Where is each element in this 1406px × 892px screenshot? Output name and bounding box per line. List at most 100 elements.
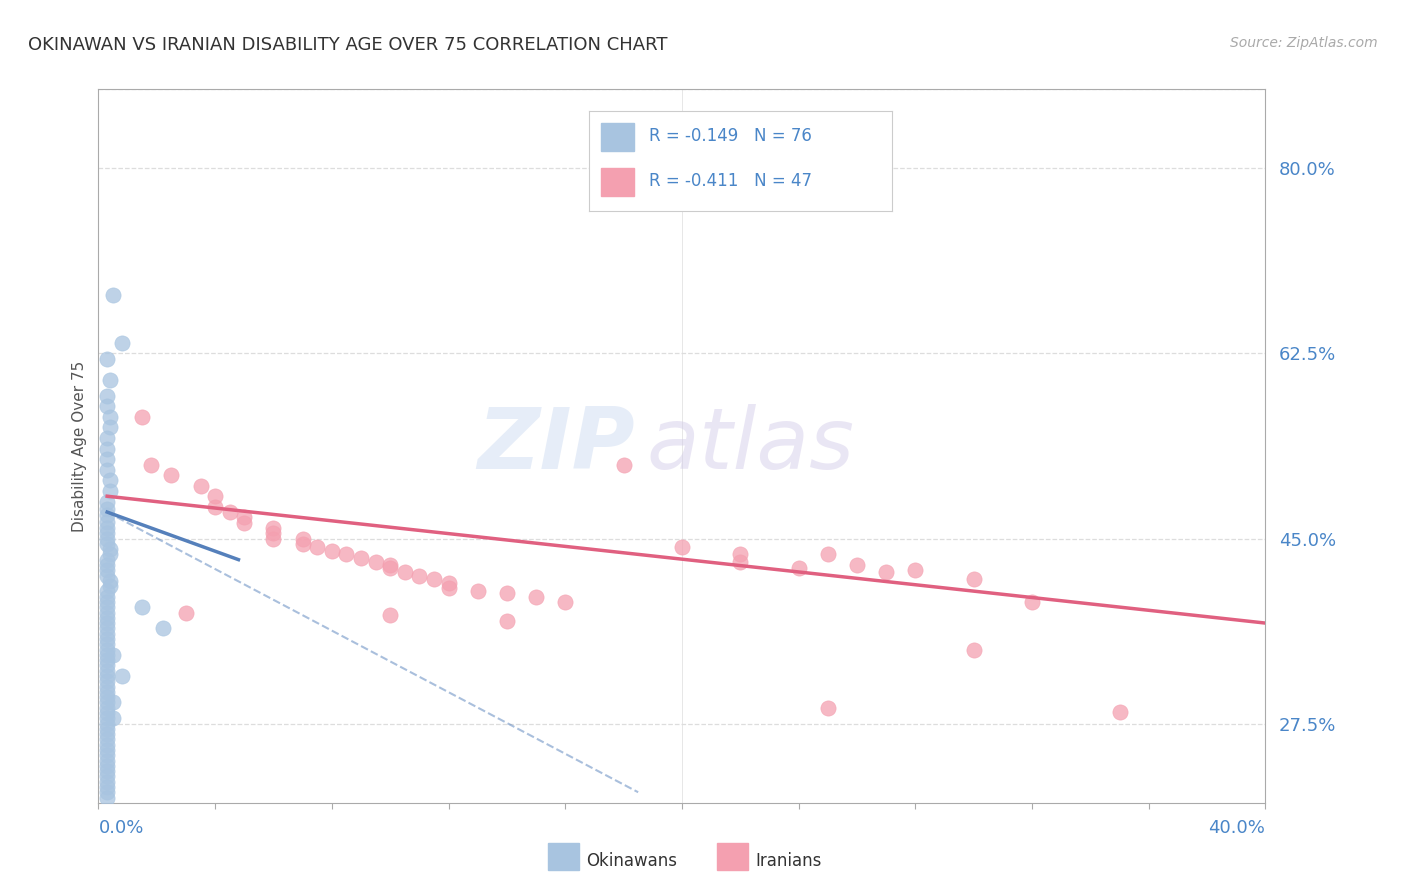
Point xyxy=(233,510,256,524)
Text: Okinawans: Okinawans xyxy=(586,852,678,870)
Text: 40.0%: 40.0% xyxy=(1209,820,1265,838)
Point xyxy=(96,774,118,789)
Point xyxy=(96,351,118,366)
Point xyxy=(98,579,121,593)
Point xyxy=(96,584,118,599)
Point xyxy=(101,695,124,709)
FancyBboxPatch shape xyxy=(600,122,634,151)
Point xyxy=(423,572,446,586)
Point xyxy=(98,542,121,557)
Point xyxy=(730,555,752,569)
Point xyxy=(96,526,118,541)
Point xyxy=(437,581,460,595)
Point xyxy=(96,563,118,577)
Point xyxy=(96,637,118,651)
Point xyxy=(111,335,134,350)
Point xyxy=(408,568,430,582)
Point xyxy=(96,400,118,414)
Point xyxy=(437,575,460,590)
Point xyxy=(96,552,118,566)
Point xyxy=(96,463,118,477)
Point xyxy=(111,669,134,683)
Point xyxy=(291,537,314,551)
Point xyxy=(96,664,118,678)
Text: atlas: atlas xyxy=(647,404,855,488)
Point xyxy=(131,600,153,615)
Point xyxy=(96,616,118,631)
Point xyxy=(96,600,118,615)
Point xyxy=(96,621,118,635)
Point xyxy=(96,658,118,673)
Point xyxy=(96,590,118,604)
Point xyxy=(96,537,118,551)
Point xyxy=(190,478,212,492)
Text: Source: ZipAtlas.com: Source: ZipAtlas.com xyxy=(1230,36,1378,50)
Point xyxy=(817,547,839,561)
Point xyxy=(96,759,118,773)
Point xyxy=(96,442,118,456)
Point xyxy=(96,452,118,467)
Point xyxy=(96,674,118,689)
Text: R = -0.149   N = 76: R = -0.149 N = 76 xyxy=(650,127,813,145)
Point xyxy=(350,550,373,565)
Point xyxy=(131,409,153,424)
Text: R = -0.411   N = 47: R = -0.411 N = 47 xyxy=(650,172,813,190)
Point xyxy=(262,521,284,535)
Point xyxy=(96,754,118,768)
Point xyxy=(98,547,121,561)
Point xyxy=(96,727,118,741)
Point xyxy=(96,695,118,709)
Point xyxy=(904,563,927,577)
Point xyxy=(96,558,118,572)
Point xyxy=(394,566,416,580)
Point xyxy=(817,700,839,714)
Point xyxy=(96,748,118,763)
Point xyxy=(96,780,118,794)
Point xyxy=(96,716,118,731)
Point xyxy=(96,706,118,720)
Point xyxy=(671,540,693,554)
Point xyxy=(96,700,118,714)
Point xyxy=(96,732,118,747)
Point xyxy=(1108,705,1130,719)
Point xyxy=(96,611,118,625)
Point xyxy=(96,515,118,529)
Point xyxy=(846,558,869,572)
Point xyxy=(98,409,121,424)
Point xyxy=(101,288,124,302)
Point xyxy=(496,586,519,600)
Point xyxy=(96,532,118,546)
Point xyxy=(787,561,810,575)
Point xyxy=(101,711,124,725)
Point xyxy=(307,540,329,554)
Point xyxy=(96,685,118,699)
Point xyxy=(96,738,118,752)
Point xyxy=(262,526,284,541)
Point xyxy=(554,595,576,609)
Point xyxy=(96,521,118,535)
Point xyxy=(364,555,387,569)
Text: Iranians: Iranians xyxy=(755,852,821,870)
Point xyxy=(96,626,118,640)
Point xyxy=(96,502,118,516)
Point xyxy=(262,532,284,546)
Point xyxy=(96,568,118,582)
Point xyxy=(98,420,121,434)
Point xyxy=(101,648,124,662)
Point xyxy=(98,574,121,588)
Point xyxy=(96,494,118,508)
Point xyxy=(96,722,118,736)
Point xyxy=(160,468,183,483)
Point xyxy=(96,669,118,683)
FancyBboxPatch shape xyxy=(600,168,634,195)
Point xyxy=(962,572,984,586)
Point xyxy=(96,632,118,646)
Point xyxy=(96,431,118,445)
Point xyxy=(380,607,402,622)
Point xyxy=(98,483,121,498)
Point xyxy=(467,584,489,599)
Point xyxy=(204,500,226,514)
Point xyxy=(962,642,984,657)
Point xyxy=(96,606,118,620)
Point xyxy=(380,561,402,575)
